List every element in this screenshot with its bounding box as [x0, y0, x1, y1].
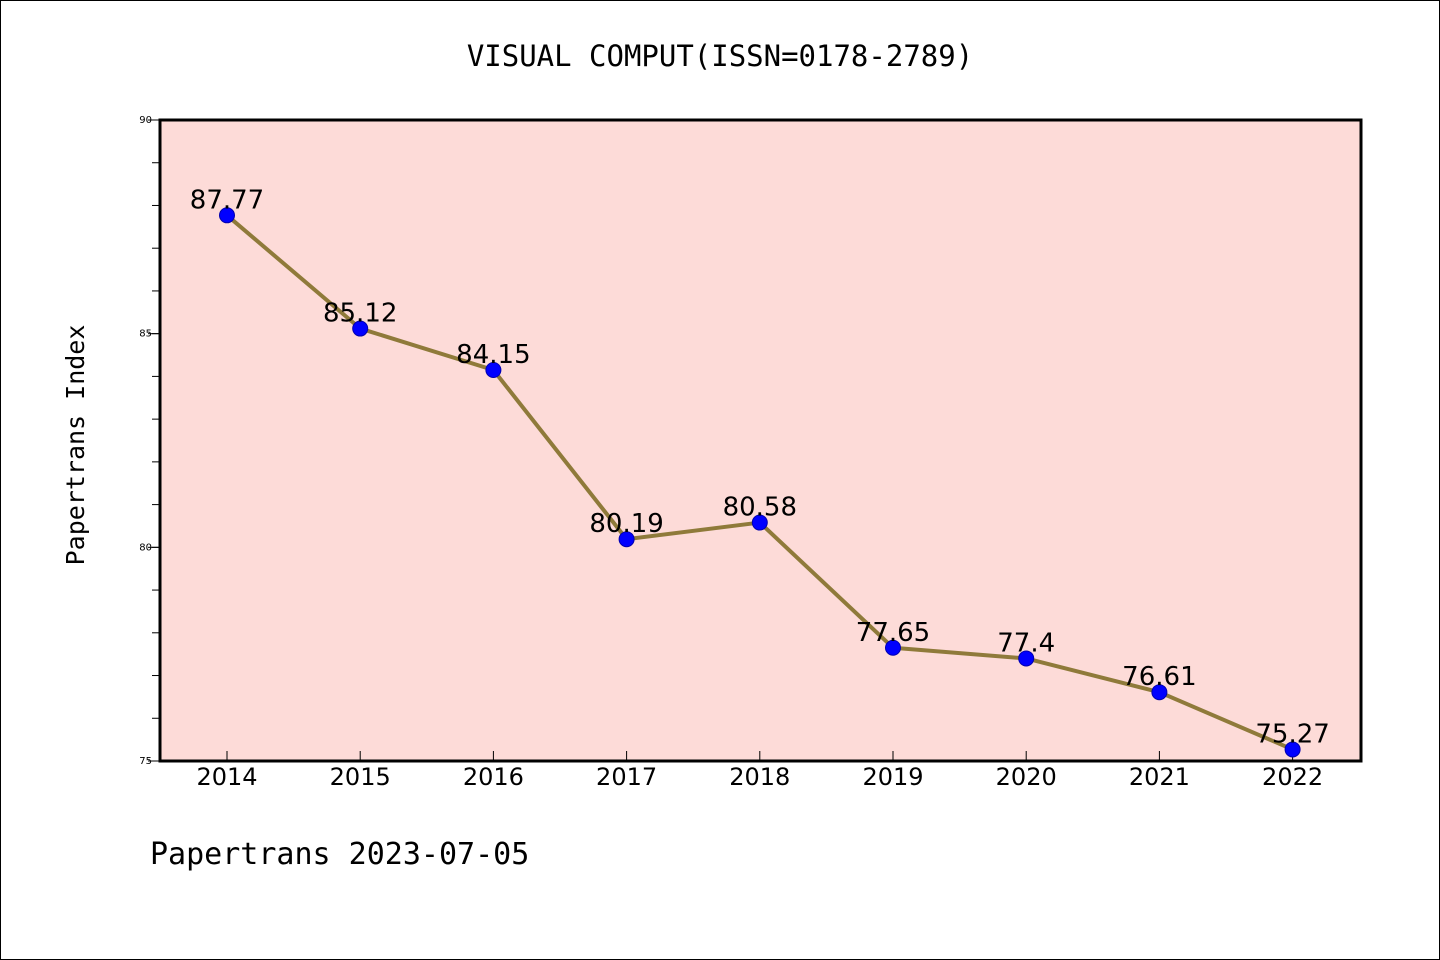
data-point	[219, 207, 235, 224]
data-point	[751, 514, 768, 531]
y-tick-label: 80	[139, 542, 152, 553]
data-point	[1284, 741, 1301, 758]
y-tick-label: 85	[139, 329, 152, 340]
data-point	[1151, 684, 1168, 701]
data-label: 80.19	[589, 509, 663, 539]
data-point	[352, 320, 369, 337]
data-point	[485, 361, 502, 378]
data-point	[885, 639, 901, 656]
data-label: 77.65	[856, 618, 930, 648]
plot-border	[158, 118, 1363, 763]
data-labels: 87.77 85.12 84.15 80.19 80.58 77.65 77.4 76.61 7…	[190, 185, 1330, 749]
x-tick-label: 2021	[1129, 763, 1190, 791]
data-label: 77.4	[997, 628, 1055, 658]
y-tick-label: 90	[139, 115, 152, 126]
data-label: 76.61	[1122, 662, 1196, 692]
plot-area	[160, 120, 1361, 761]
data-point	[618, 531, 635, 548]
x-tick-label: 2018	[729, 763, 790, 791]
y-axis-ticks: 75 80 85 90	[139, 115, 160, 767]
x-tick-label: 2015	[330, 763, 391, 791]
data-point	[1018, 650, 1035, 667]
chart-title: VISUAL COMPUT(ISSN=0178-2789)	[467, 39, 973, 73]
x-tick-label: 2020	[996, 763, 1057, 791]
x-tick-label: 2017	[596, 763, 657, 791]
data-label: 75.27	[1255, 719, 1329, 749]
data-label: 85.12	[323, 299, 397, 329]
series-markers	[219, 207, 1301, 758]
x-tick-label: 2014	[196, 763, 257, 791]
data-label: 87.77	[190, 185, 264, 215]
data-label: 80.58	[723, 493, 797, 523]
y-axis-label: Papertrans Index	[61, 325, 90, 566]
x-tick-label: 2022	[1262, 763, 1323, 791]
data-label: 84.15	[456, 340, 530, 370]
y-tick-label: 75	[139, 756, 152, 767]
x-tick-label: 2019	[862, 763, 923, 791]
footer-text: Papertrans 2023-07-05	[150, 837, 529, 872]
x-tick-label: 2016	[463, 763, 524, 791]
x-axis-ticks: 2014 2015 2016 2017 2018 2019 2020 2021 2022	[196, 751, 1323, 791]
